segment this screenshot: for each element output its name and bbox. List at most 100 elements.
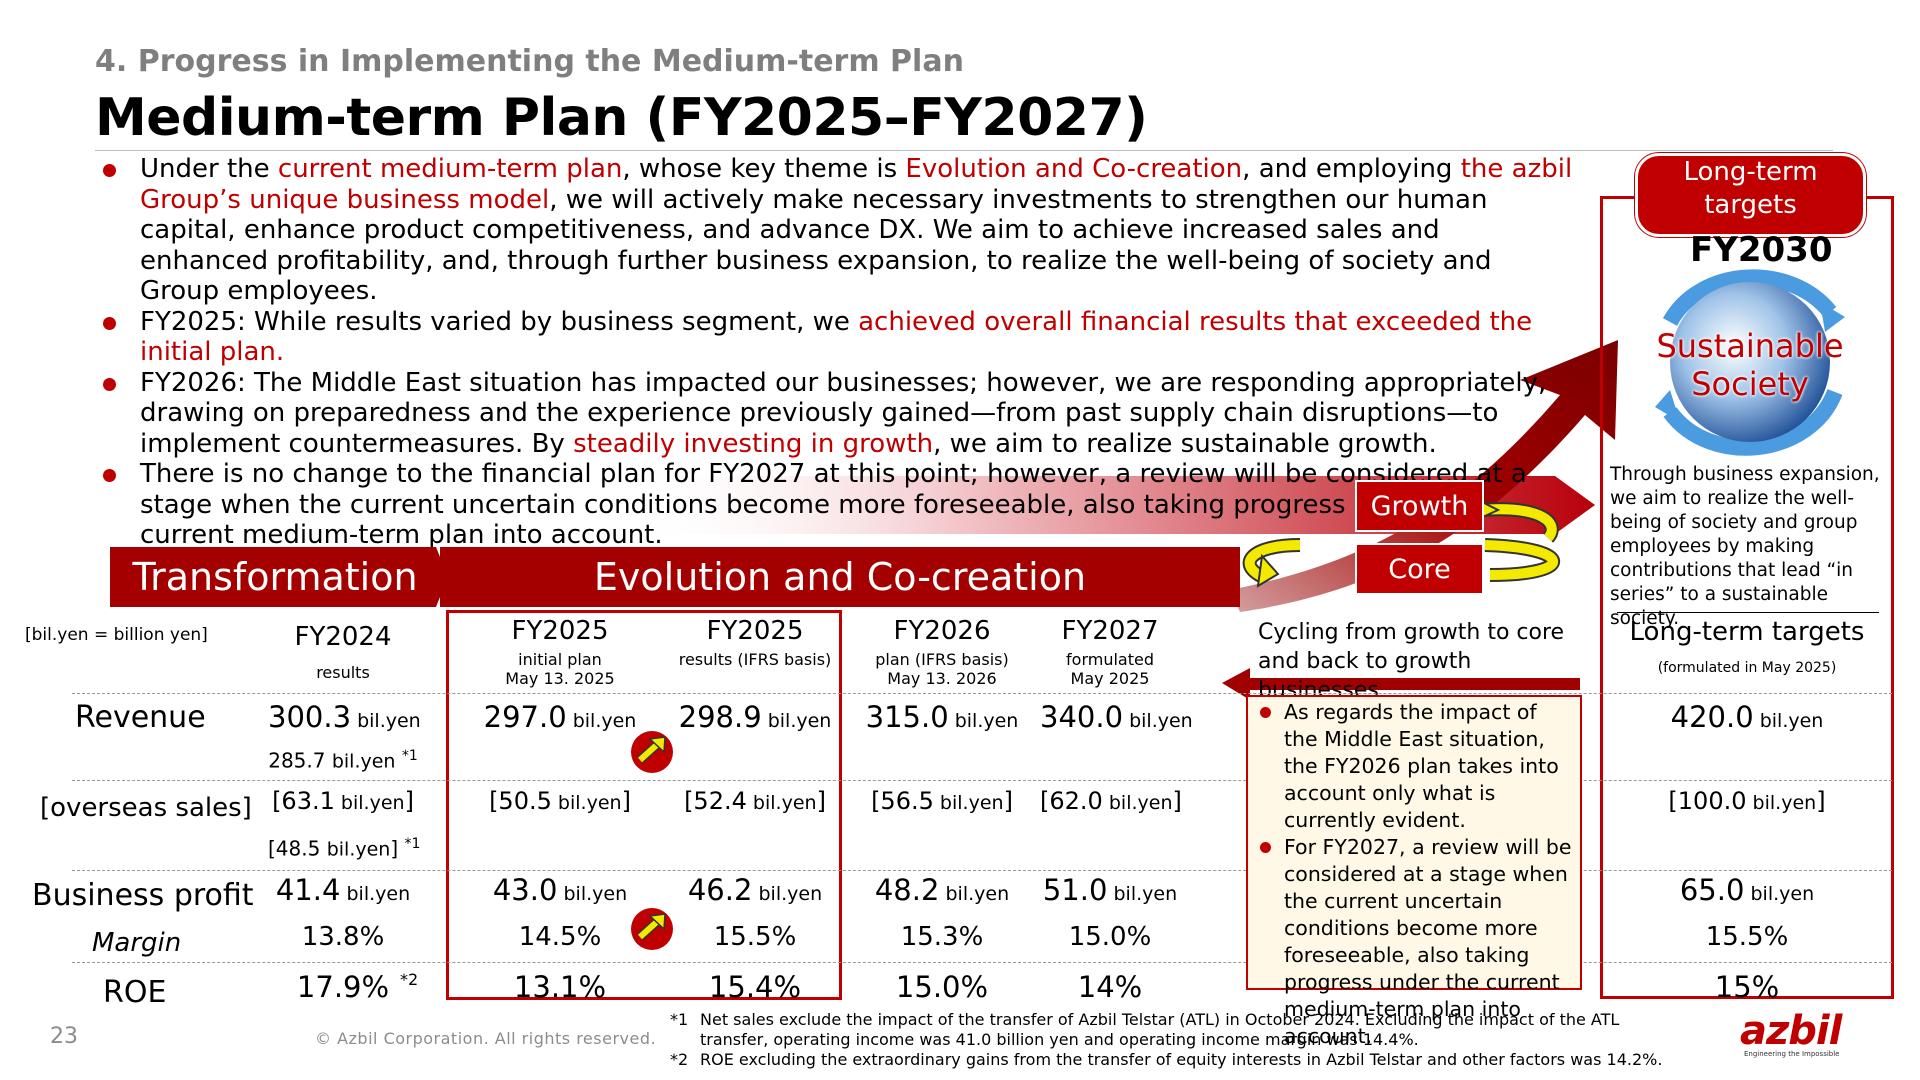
column-header: FY2024 <box>294 622 392 652</box>
cell-value: 51.0 <box>1042 873 1108 907</box>
unit-label: bil.yen <box>767 710 832 732</box>
unit-label: bil.yen <box>357 710 421 732</box>
unit-label: bil.yen <box>945 883 1010 905</box>
cell-value: 14.5% <box>518 922 602 952</box>
footnote-item: *2 ROE excluding the extraordinary gains … <box>670 1050 1670 1070</box>
notes-box: As regards the impact of the Middle East… <box>1246 695 1582 1048</box>
row-divider <box>72 870 1892 871</box>
overseas-cell: [100.0 bil.yen] <box>1668 787 1826 815</box>
overseas-cell: [63.1 bil.yen] <box>272 787 414 815</box>
column-subheader-line: results (IFRS basis) <box>678 650 832 669</box>
bullet-dot-icon <box>103 377 116 391</box>
page-title: Medium-term Plan (FY2025–FY2027) <box>95 88 1148 148</box>
cell-value: 15.0% <box>895 970 989 1004</box>
highlight-text: Evolution and Co-creation <box>905 154 1243 184</box>
bullet-text: , whose key theme is <box>622 154 906 184</box>
cell-value: 15.4% <box>708 970 802 1004</box>
overseas-cell: [50.5 bil.yen] <box>489 787 631 815</box>
cell-value: 48.2 <box>874 873 940 907</box>
roe-cell: 15.4% <box>660 970 850 1004</box>
unit-label: bil.yen <box>340 792 405 814</box>
fy2030-label: FY2030 <box>1690 230 1833 270</box>
cell-value: 340.0 <box>1040 700 1124 734</box>
bullet-dot-icon <box>103 316 116 330</box>
row-label-overseas: [overseas sales] <box>40 793 252 823</box>
bullet-dot-icon <box>103 164 116 177</box>
cell-value: 420.0 <box>1670 700 1754 734</box>
growth-label: Growth <box>1355 480 1484 532</box>
transformation-banner: Transformation <box>110 547 440 607</box>
unit-label: bil.yen <box>557 792 622 814</box>
cell-value: 17.9% <box>296 970 390 1004</box>
note-text: As regards the impact of the Middle East… <box>1284 700 1559 832</box>
highlight-text: the azbil Group’s unique business model <box>140 154 1573 215</box>
revenue-cell: 300.3 bil.yen <box>268 700 421 734</box>
revenue-cell: 297.0 bil.yen <box>465 700 655 734</box>
section-heading: 4. Progress in Implementing the Medium-t… <box>95 44 964 79</box>
cell-value: 15% <box>1714 970 1780 1004</box>
cell-value: 43.0 <box>492 873 558 907</box>
margin-cell: 15.5% <box>660 922 850 952</box>
long-term-rule <box>1617 612 1879 613</box>
bullet-dot-icon <box>1260 707 1271 718</box>
roe-cell: 17.9% <box>268 970 418 1004</box>
cell-value: [56.5 <box>871 787 934 815</box>
long-term-column-header: Long-term targets <box>1629 617 1865 647</box>
row-label-margin: Margin <box>92 928 182 958</box>
column-header: FY2025 <box>511 616 609 646</box>
revenue-cell: 315.0 bil.yen <box>862 700 1022 734</box>
page-number: 23 <box>50 1024 78 1049</box>
bullet-text: , and employing <box>1242 154 1461 184</box>
unit-label: bil.yen <box>572 710 637 732</box>
highlight-text: steadily investing in growth <box>573 428 934 459</box>
sustainable-society-globe-icon <box>1655 269 1845 456</box>
note-item: For FY2027, a review will be considered … <box>1256 834 1574 1050</box>
unit-label: bil.yen <box>1752 792 1817 814</box>
margin-cell: 15.3% <box>862 922 1022 952</box>
row-divider <box>72 693 1892 694</box>
revenue-cell: 420.0 bil.yen <box>1600 700 1894 734</box>
column-header: FY2027 <box>1061 616 1159 646</box>
margin-cell: 13.8% <box>268 922 418 952</box>
unit-label: bil.yen <box>346 883 411 905</box>
roe-cell: 15.0% <box>862 970 1022 1004</box>
cell-value: 14% <box>1077 970 1143 1004</box>
unit-label: bil.yen <box>1750 883 1815 905</box>
footnote-marker: *1 <box>670 1010 689 1029</box>
bullet-text: Under the <box>140 154 278 184</box>
cell-value: 297.0 <box>483 700 567 734</box>
footnote-text: ROE excluding the extraordinary gains fr… <box>700 1050 1663 1069</box>
unit-note: [bil.yen = billion yen] <box>25 625 208 645</box>
bullet-text: There is no change to the financial plan… <box>140 459 1527 550</box>
bp-cell: 51.0 bil.yen <box>1040 873 1180 907</box>
footnote-text: Net sales exclude the impact of the tran… <box>700 1010 1620 1049</box>
column-subheader-line: results <box>316 663 370 682</box>
bullet-text: FY2025: While results varied by business… <box>140 306 859 337</box>
unit-label: bil.yen <box>954 710 1019 732</box>
bullet-item: FY2025: While results varied by business… <box>95 307 1575 368</box>
cell-value: 15.0% <box>1068 922 1152 952</box>
bp-cell: 46.2 bil.yen <box>660 873 850 907</box>
unit-label: bil.yen <box>1113 883 1178 905</box>
overseas-adjusted-fy2024: [48.5 bil.yen] *1 <box>268 836 421 861</box>
evolution-banner: Evolution and Co-creation <box>440 547 1240 607</box>
bp-cell: 48.2 bil.yen <box>862 873 1022 907</box>
cell-value: [100.0 <box>1668 787 1747 815</box>
title-divider <box>95 150 1833 151</box>
roe-cell: 15% <box>1600 970 1894 1004</box>
cell-value: 46.2 <box>687 873 753 907</box>
globe-caption: Sustainable Society <box>1656 327 1844 403</box>
bullet-text: , we aim to realize sustainable growth. <box>933 428 1437 459</box>
revenue-cell: 298.9 bil.yen <box>660 700 850 734</box>
highlight-text: achieved overall financial results that … <box>140 306 1533 368</box>
bp-cell: 43.0 bil.yen <box>465 873 655 907</box>
bullet-text: FY2026: The Middle East situation has im… <box>140 367 1547 459</box>
unit-label: bil.yen <box>752 792 817 814</box>
cell-value: 298.9 <box>678 700 762 734</box>
cell-value: [63.1 <box>272 787 335 815</box>
column-subheader: formulated May 2025 <box>1040 650 1180 688</box>
column-subheader-date: May 2025 <box>1070 669 1150 688</box>
cell-value: 15.5% <box>1705 922 1789 952</box>
bullet-item: There is no change to the financial plan… <box>95 459 1575 551</box>
cell-value: 300.3 <box>268 700 352 734</box>
